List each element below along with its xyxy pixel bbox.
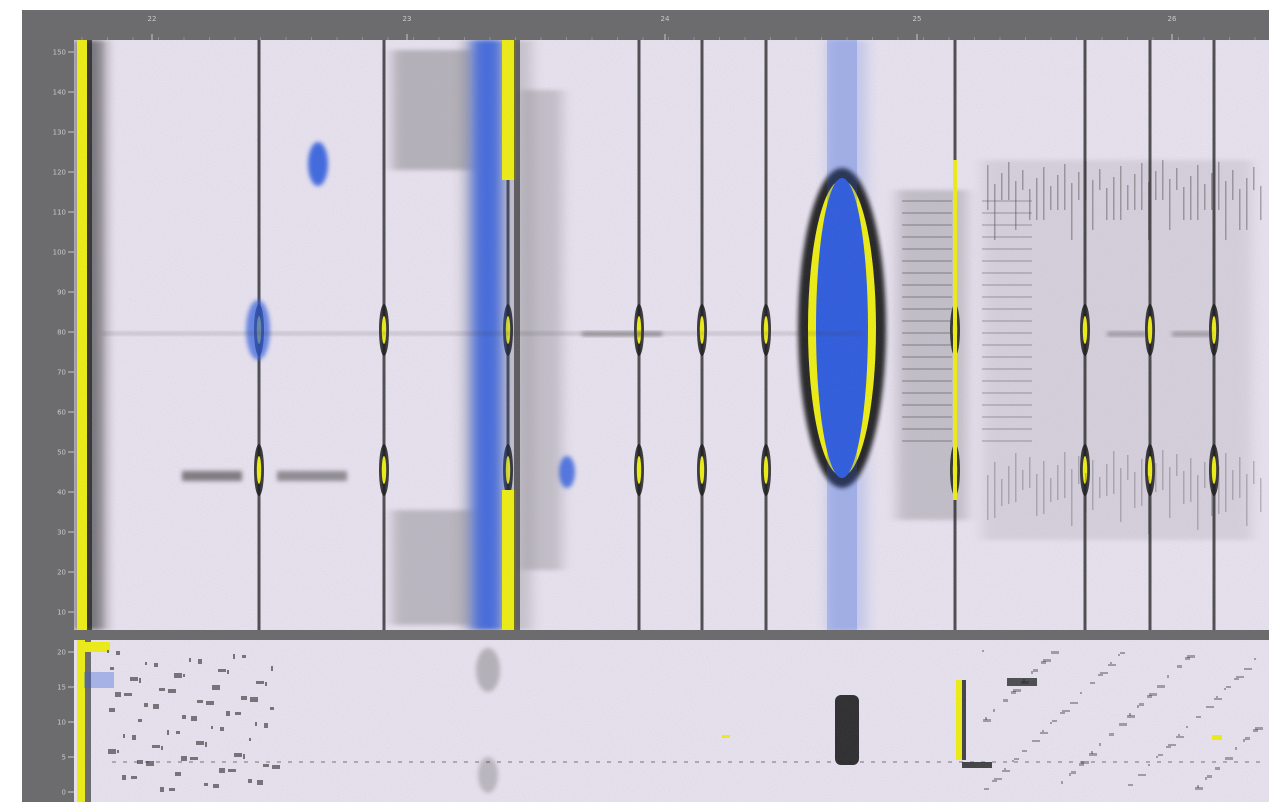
- y-tick-label-top: 110: [53, 209, 66, 217]
- y-tick-label-top: 140: [53, 89, 66, 97]
- top-texture: [74, 40, 1269, 630]
- y-tick-label-top: 120: [53, 169, 66, 177]
- y-tick-label-top: 150: [53, 49, 66, 57]
- x-tick-label: 22: [148, 15, 157, 23]
- y-tick-label-top: 60: [57, 409, 66, 417]
- chart-frame: 22 23 24 25 26 150 140 130 120 110 100 90 80 70 60 50 4…: [22, 10, 1269, 802]
- x-tick-label: 24: [661, 15, 670, 23]
- y-axis-bottom: 20 15 10 5 0: [57, 649, 74, 797]
- y-tick-label-top: 10: [57, 609, 66, 617]
- y-tick-label-bottom: 20: [57, 649, 66, 657]
- y-tick-label-top: 70: [57, 369, 66, 377]
- y-tick-label-top: 20: [57, 569, 66, 577]
- y-tick-label-top: 30: [57, 529, 66, 537]
- spectrogram-chart: 22 23 24 25 26 15014013012011010090807060504…: [53, 15, 1269, 802]
- y-tick-label-top: 100: [53, 249, 66, 257]
- y-tick-label-top: 80: [57, 329, 66, 337]
- y-tick-label-top: 50: [57, 449, 66, 457]
- y-tick-label-bottom: 5: [62, 754, 66, 762]
- x-tick-label: 26: [1168, 15, 1177, 23]
- bottom-texture: [74, 640, 1269, 802]
- y-tick-label-bottom: 10: [57, 719, 66, 727]
- y-tick-label-bottom: 15: [57, 684, 66, 692]
- x-tick-label: 23: [403, 15, 412, 23]
- y-tick-label-top: 130: [53, 129, 66, 137]
- y-tick-label-bottom: 0: [62, 789, 66, 797]
- x-tick-label: 25: [913, 15, 922, 23]
- y-tick-label-top: 90: [57, 289, 66, 297]
- x-axis: 22 23 24 25 26: [81, 15, 1256, 40]
- y-tick-label-top: 40: [57, 489, 66, 497]
- y-axis-top: 150 140 130 120 110 100 90 80 70 60 50 40 30 20 10: [53, 49, 74, 617]
